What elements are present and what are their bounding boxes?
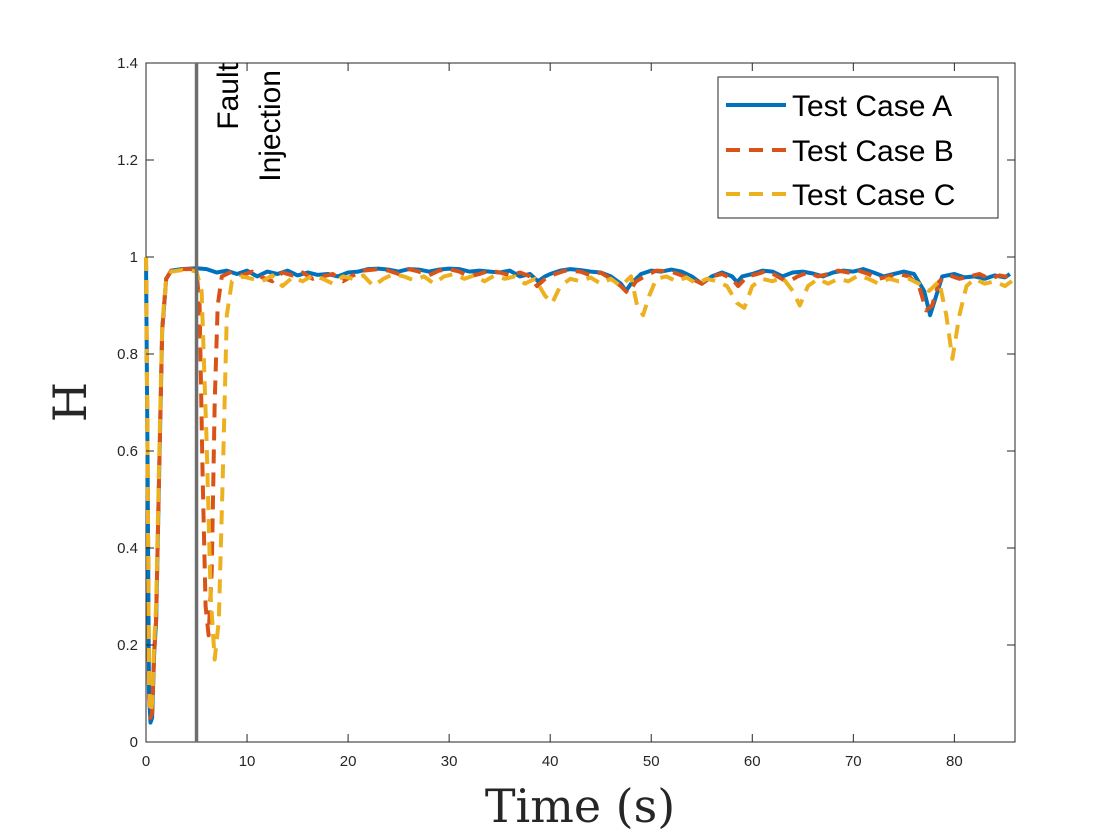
series-line-b	[144, 256, 1011, 720]
y-axis-title: H	[43, 382, 97, 422]
y-tick-label: 0.2	[117, 637, 138, 654]
x-tick-label: 60	[744, 753, 761, 770]
legend-label-b: Test Case B	[792, 135, 954, 168]
x-tick-label: 40	[542, 753, 559, 770]
x-axis-title: Time (s)	[485, 779, 675, 833]
y-tick-label: 0.4	[117, 540, 138, 557]
ticks-layer: 0 10 20 30 40 50 60 70 80 0 0.2 0.4 0.6 0.8 1 1.2 1.4	[117, 55, 1015, 770]
y-tick-label: 0	[130, 734, 138, 751]
fault-annotation-line1: Fault	[212, 62, 245, 129]
y-tick-label: 1.2	[117, 152, 138, 169]
x-tick-label: 50	[643, 753, 660, 770]
y-tick-label: 0.8	[117, 346, 138, 363]
x-tick-label: 20	[340, 753, 357, 770]
x-tick-label: 30	[441, 753, 458, 770]
legend: Test Case A Test Case B Test Case C	[717, 76, 999, 219]
x-tick-label: 80	[946, 753, 963, 770]
fault-annotation-line2: Injection	[254, 70, 287, 182]
legend-box	[717, 76, 999, 219]
series-layer	[144, 256, 1017, 725]
y-tick-label: 1.4	[117, 55, 138, 72]
x-tick-label: 70	[845, 753, 862, 770]
y-tick-label: 1	[130, 249, 138, 266]
x-tick-label: 0	[142, 753, 150, 770]
y-tick-label: 0.6	[117, 443, 138, 460]
fault-annotation: Fault Injection	[212, 62, 287, 181]
legend-label-c: Test Case C	[792, 179, 955, 212]
legend-label-a: Test Case A	[792, 90, 952, 123]
x-tick-label: 10	[239, 753, 256, 770]
series-line-c	[144, 256, 1017, 715]
